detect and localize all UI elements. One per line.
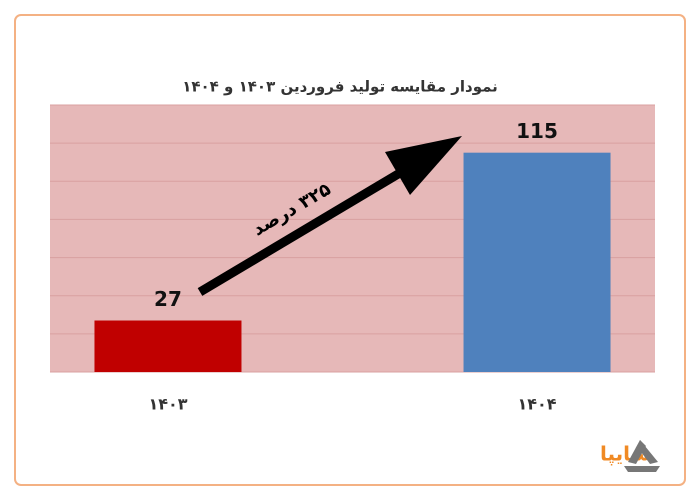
chart-title: نمودار مقایسه تولید فروردین ۱۴۰۳ و ۱۴۰۴ <box>182 78 498 96</box>
bar <box>94 320 242 372</box>
data-label: 27 <box>154 287 182 311</box>
bar <box>463 152 611 372</box>
x-tick-label: ۱۴۰۳ <box>148 395 187 414</box>
arrow-head <box>385 136 462 195</box>
arrow-shaft <box>197 154 428 296</box>
data-label: 115 <box>516 119 558 143</box>
logo-icon <box>624 440 660 472</box>
x-tick-label: ۱۴۰۴ <box>517 395 556 414</box>
marks <box>50 104 655 373</box>
